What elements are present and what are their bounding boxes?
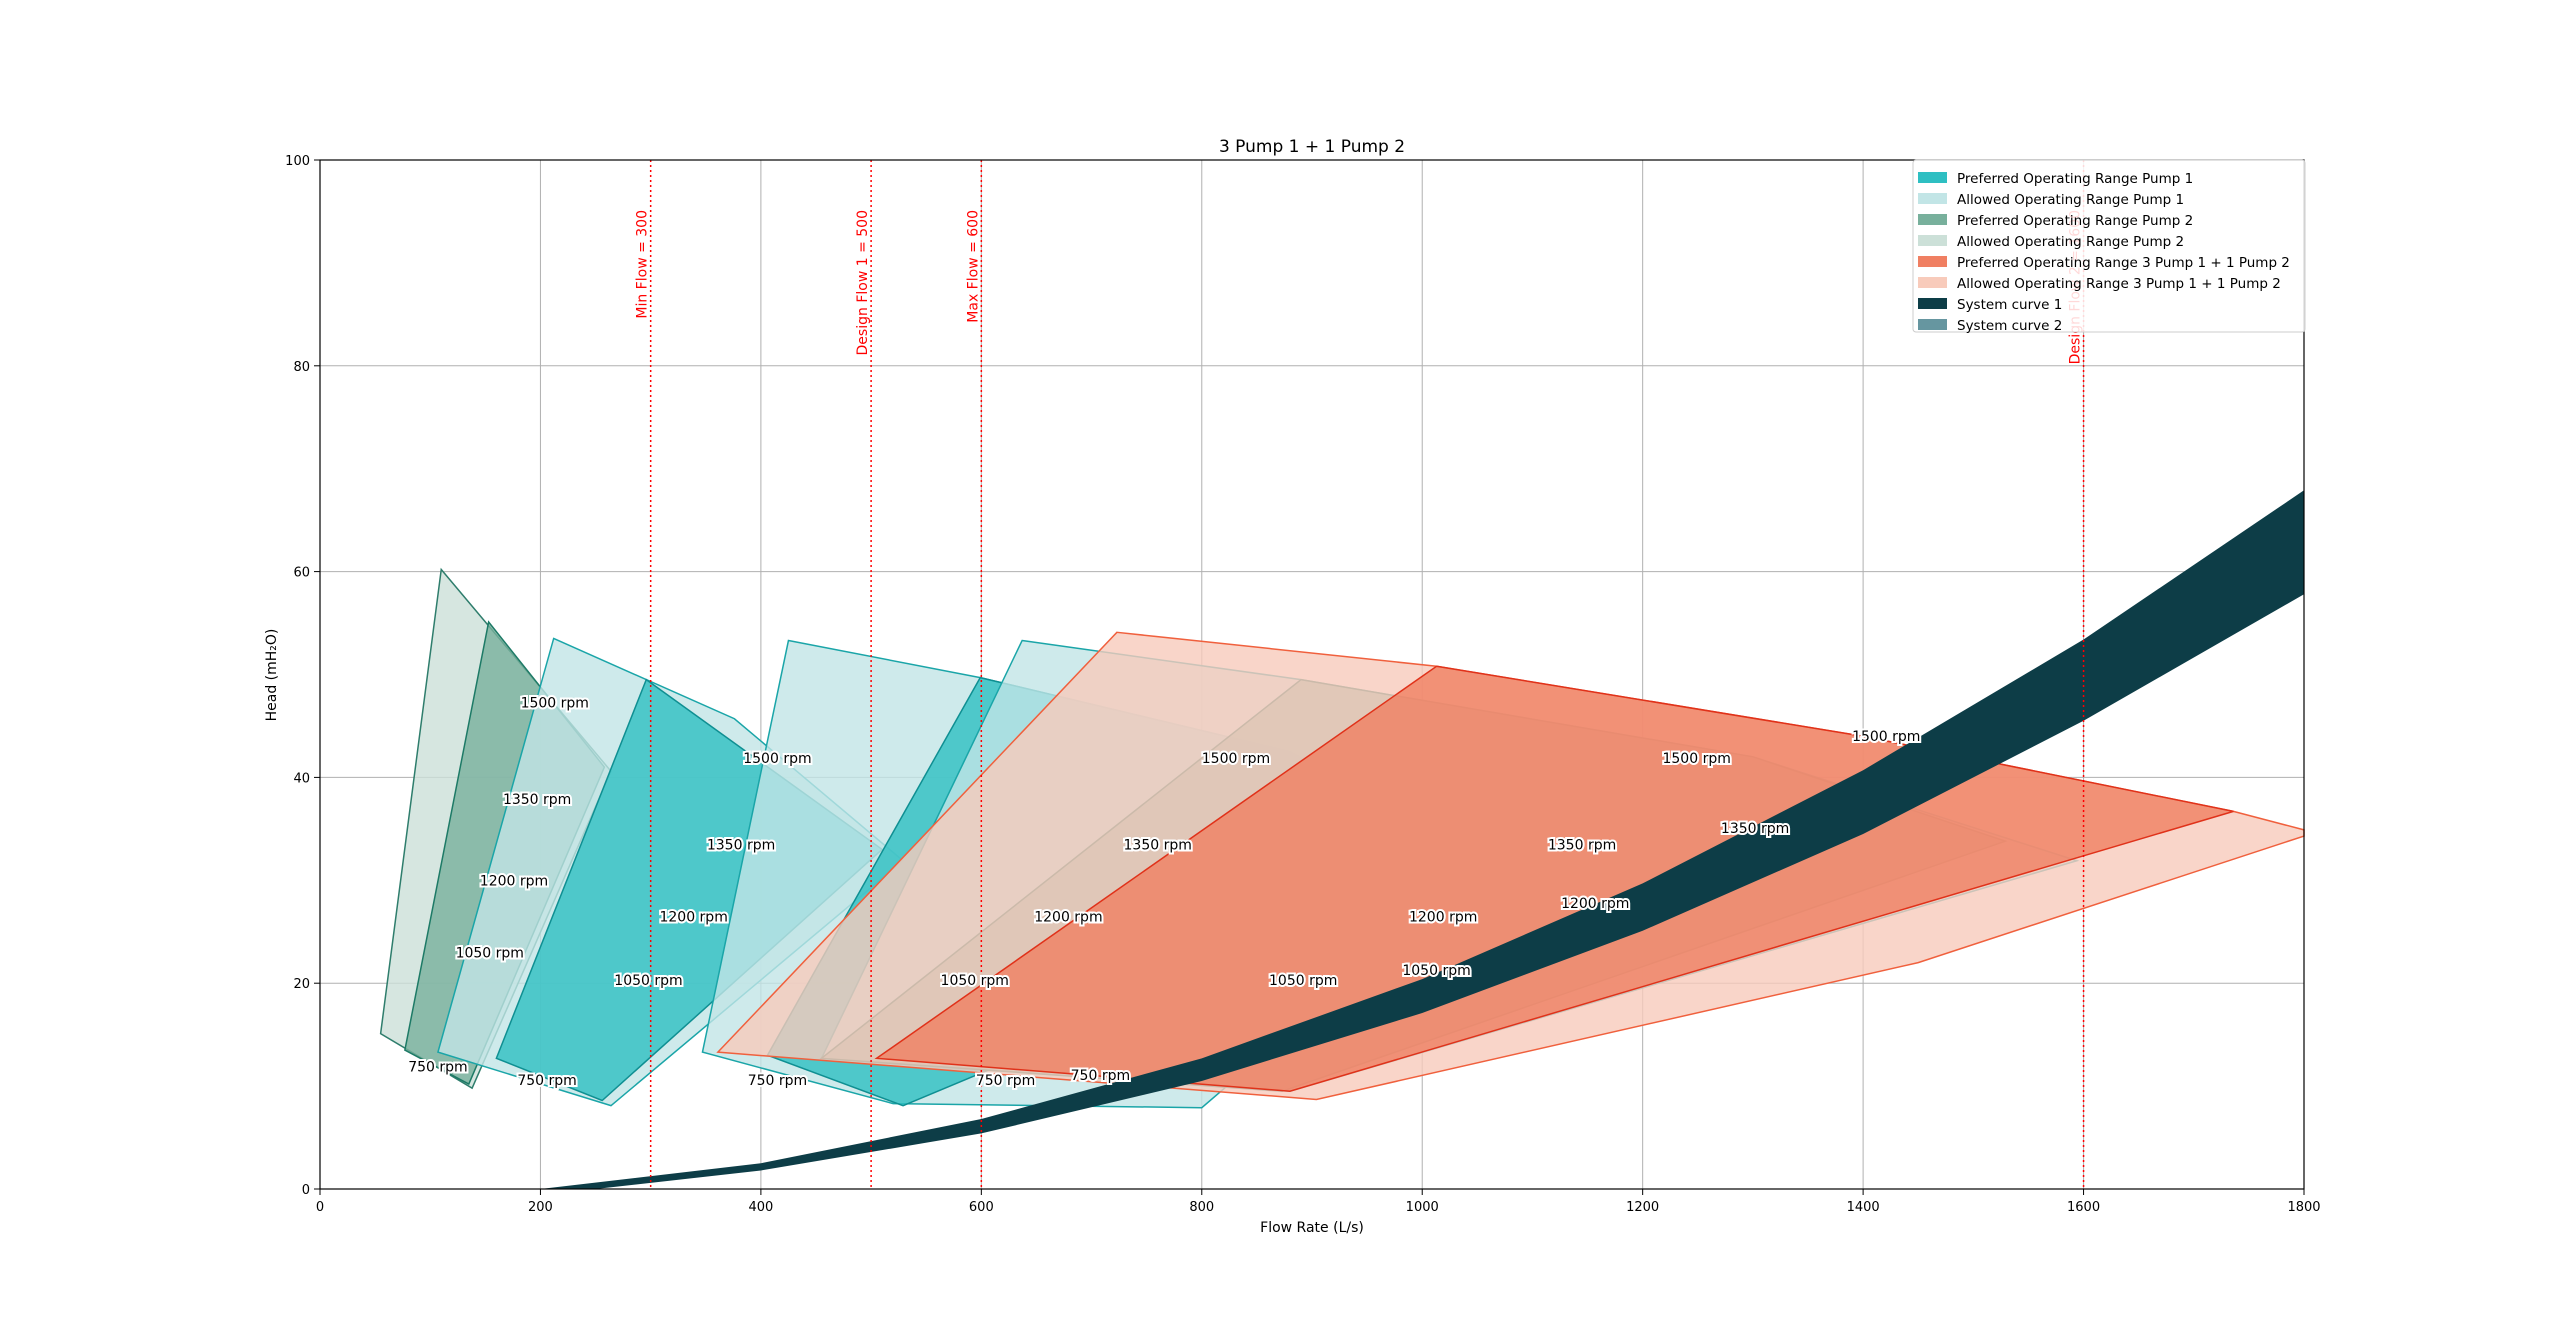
speed-label: 1350 rpm (503, 792, 571, 808)
legend-label: Allowed Operating Range Pump 2 (1957, 234, 2184, 250)
y-tick-label: 60 (293, 566, 310, 581)
legend: Preferred Operating Range Pump 1 Allowed … (1912, 159, 2306, 334)
y-tick-label: 0 (302, 1183, 310, 1198)
x-tick-label: 400 (748, 1200, 773, 1215)
x-tick-label: 1800 (2287, 1200, 2320, 1215)
legend-label: System curve 2 (1957, 318, 2062, 334)
vline-label: Design Flow 1 = 500 (855, 210, 871, 355)
speed-label: 750 rpm (408, 1060, 467, 1076)
speed-label: 1200 rpm (1561, 896, 1629, 912)
x-tick-label: 600 (969, 1200, 994, 1215)
legend-swatch (1918, 319, 1947, 330)
speed-label: 1050 rpm (614, 973, 682, 989)
y-tick-label: 80 (293, 360, 310, 375)
legend-label: Allowed Operating Range Pump 1 (1957, 192, 2184, 208)
legend-label: Preferred Operating Range Pump 2 (1957, 213, 2193, 229)
x-tick-label: 200 (528, 1200, 553, 1215)
speed-label: 1050 rpm (941, 973, 1009, 989)
speed-label: 750 rpm (517, 1073, 576, 1089)
legend-swatch (1918, 172, 1947, 183)
x-tick-label: 1400 (1847, 1200, 1880, 1215)
speed-label: 1350 rpm (707, 837, 775, 853)
x-tick-label: 1200 (1626, 1200, 1659, 1215)
speed-label: 1200 rpm (659, 909, 727, 925)
vline-label: Min Flow = 300 (635, 210, 651, 319)
legend-label: Allowed Operating Range 3 Pump 1 + 1 Pum… (1957, 276, 2281, 292)
speed-label: 1500 rpm (521, 695, 589, 711)
vline-label: Max Flow = 600 (965, 210, 981, 323)
speed-label: 1050 rpm (456, 945, 524, 961)
axes: 0 200 400 600 800 1000 1200 1400 1600 1800 0 20 40 60… (285, 154, 2320, 1215)
speed-label: 750 rpm (748, 1073, 807, 1089)
legend-swatch (1918, 214, 1947, 225)
speed-label: 750 rpm (976, 1073, 1035, 1089)
legend-label: Preferred Operating Range 3 Pump 1 + 1 P… (1957, 255, 2290, 271)
legend-swatch (1918, 298, 1947, 309)
legend-box (1912, 159, 2306, 333)
operating-regions (379, 567, 2305, 1109)
x-tick-label: 1000 (1406, 1200, 1439, 1215)
speed-label: 1350 rpm (1548, 837, 1616, 853)
plot-frame (319, 159, 2305, 1190)
x-axis-label: Flow Rate (L/s) (1260, 1220, 1364, 1236)
y-tick-label: 20 (293, 977, 310, 992)
speed-label: 1500 rpm (1662, 751, 1730, 767)
x-tick-label: 0 (316, 1200, 324, 1215)
x-tick-label: 1600 (2067, 1200, 2100, 1215)
speed-label: 1350 rpm (1721, 821, 1789, 837)
speed-label: 1350 rpm (1124, 837, 1192, 853)
speed-label: 1500 rpm (1852, 729, 1920, 745)
speed-label: 1050 rpm (1269, 973, 1337, 989)
speed-label: 1200 rpm (1409, 909, 1477, 925)
speed-label: 1500 rpm (1202, 751, 1270, 767)
y-tick-label: 100 (285, 154, 310, 169)
legend-label: System curve 1 (1957, 297, 2062, 313)
x-tick-label: 800 (1189, 1200, 1214, 1215)
speed-label: 1050 rpm (1402, 963, 1470, 979)
legend-swatch (1918, 256, 1947, 267)
speed-labels: 1500 rpm 1350 rpm 1200 rpm 1050 rpm 750 rpm 1… (406, 693, 1922, 1091)
speed-label: 1200 rpm (480, 873, 548, 889)
legend-label: Preferred Operating Range Pump 1 (1957, 171, 2193, 187)
y-axis-label: Head (mH₂O) (264, 629, 280, 722)
speed-label: 750 rpm (1071, 1068, 1130, 1084)
chart-title: 3 Pump 1 + 1 Pump 2 (1219, 137, 1405, 157)
legend-swatch (1918, 235, 1947, 246)
speed-label: 1200 rpm (1034, 909, 1102, 925)
y-tick-label: 40 (293, 771, 310, 786)
speed-label: 1500 rpm (743, 751, 811, 767)
legend-swatch (1918, 193, 1947, 204)
legend-swatch (1918, 277, 1947, 288)
